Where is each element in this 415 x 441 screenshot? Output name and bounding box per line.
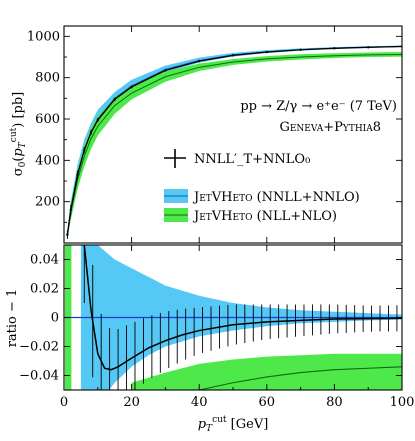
top-point [198,59,201,63]
bottom-xtick-label: 40 [191,395,208,410]
top-nnll-line [66,45,402,235]
legend-entry-nnll: NNLL′_T+NNLO₀ [164,149,310,168]
bottom-ratio-line [83,245,402,371]
bottom-band-green [131,353,402,390]
top-errorbars [66,45,402,239]
bottom-xtick-label: 0 [60,395,68,410]
top-band-central-0 [66,45,402,235]
bottom-panel: −0.04 −0.02 0 0.02 0.04 0 20 40 60 80 100 ratio − … [5,244,414,434]
bottom-lines [64,245,402,390]
bottom-errorbars [83,245,398,390]
top-point [96,118,100,122]
legend-label-jetvheto-nll: JetVHeto (NLL+NLO) [192,209,337,224]
bottom-green-central [199,366,402,390]
bottom-ytick-label: −0.04 [19,369,59,384]
bottom-ytick-label: 0 [51,311,59,326]
bottom-ytick-label: −0.02 [19,340,59,355]
legend-entry-jetvheto-nll: JetVHeto (NLL+NLO) [164,208,337,224]
process-annotation: pp → Z/γ → e⁺e⁻ (7 TeV) [240,99,397,114]
top-point [66,233,69,236]
top-lines [66,45,402,236]
top-point [333,47,336,50]
bottom-xtick-label: 20 [123,395,140,410]
bottom-xtick-label: 60 [259,395,276,410]
top-ytick-label: 600 [35,112,60,127]
top-point [299,48,302,51]
generator-annotation: Geneva+Pythia8 [279,120,381,135]
top-point [367,46,370,49]
legend-label-jetvheto-nnll: JetVHeto (NNLL+NNLO) [192,190,360,205]
top-point [130,85,133,89]
top-point [69,208,72,212]
top-ytick-label: 400 [35,153,60,168]
top-band-central-1 [66,54,402,236]
legend: NNLL′_T+NNLO₀ JetVHeto (NNLL+NNLO) JetVH… [164,149,360,224]
top-point [89,131,93,134]
top-point [113,98,116,101]
bottom-ytick-label: 0.02 [30,282,59,297]
bottom-xlabel: pTcut [GeV] [198,415,269,434]
top-ticks: 200 400 600 800 1000 [27,26,403,243]
top-ylabel: σ0(pTcut) [pb] [9,92,28,177]
top-point [231,54,235,57]
top-ytick-label: 200 [35,195,60,210]
top-point [83,148,86,152]
legend-entry-jetvheto-nnll: JetVHeto (NNLL+NNLO) [164,189,360,205]
top-ytick-label: 800 [35,71,60,86]
top-point [265,50,268,54]
bottom-xtick-label: 80 [326,395,343,410]
bottom-xtick-label: 100 [390,395,415,410]
bottom-ticks: −0.04 −0.02 0 0.02 0.04 0 20 40 60 80 100 [19,245,414,410]
top-point [76,173,79,176]
top-point [164,69,167,72]
top-ytick-label: 1000 [27,29,60,44]
bottom-ytick-label: 0.04 [30,253,59,268]
legend-label-nnll: NNLL′_T+NNLO₀ [194,152,310,167]
top-panel: 200 400 600 800 1000 σ0(pTcut) [pb] pp → Z/γ… [9,25,403,244]
bottom-ylabel: ratio − 1 [5,289,20,348]
top-axes-frame [63,25,403,244]
